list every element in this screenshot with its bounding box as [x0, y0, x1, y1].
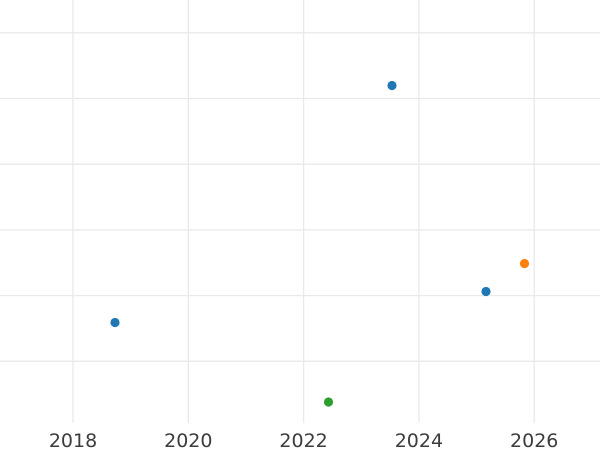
x-axis-tick-labels: 2018 2020 2022 2024 2026 [49, 430, 559, 450]
data-point-series-green [323, 397, 334, 407]
grid-layer [0, 0, 600, 423]
data-point-series-blue [387, 80, 397, 91]
data-point-series-orange [519, 258, 530, 269]
x-tick-label: 2026 [510, 430, 558, 450]
x-tick-label: 2020 [164, 430, 212, 450]
data-point-series-blue [481, 286, 491, 297]
data-point-series-blue [110, 317, 120, 328]
data-points-layer [110, 80, 530, 407]
x-tick-label: 2024 [395, 430, 443, 450]
x-tick-label: 2022 [279, 430, 327, 450]
x-tick-label: 2018 [49, 430, 97, 450]
